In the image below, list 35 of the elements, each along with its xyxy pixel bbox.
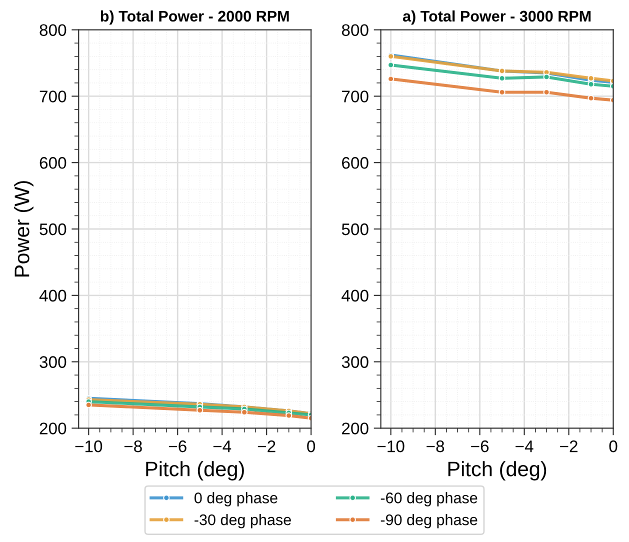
y-tick-label: 500 [342,223,368,236]
y-tick-label: 300 [342,356,368,368]
x-tick-label: −10 [75,440,102,452]
y-tick-label: 400 [342,290,368,302]
legend-label: -30 deg phase [194,514,291,528]
y-tick-label: 600 [40,157,66,169]
chart-title: a) Total Power - 3000 RPM [402,10,591,25]
x-tick-label: −2 [560,440,578,452]
x-axis-title: Pitch (deg) [448,461,546,480]
x-tick-label: −10 [378,440,404,452]
y-tick-label: 500 [40,223,66,236]
x-tick-label: 0 [307,440,316,452]
legend-label: 0 deg phase [194,492,278,506]
x-tick-label: 0 [609,440,618,452]
x-tick-label: −8 [426,440,444,452]
legend-label: -90 deg phase [380,514,478,528]
y-tick-label: 800 [40,24,66,36]
y-tick-label: 200 [40,422,66,434]
x-tick-label: −6 [168,440,186,452]
x-tick-label: −8 [124,440,142,452]
y-tick-label: 800 [342,24,368,36]
legend-label: -60 deg phase [380,492,478,506]
y-tick-label: 400 [39,290,66,302]
y-tick-label: 600 [342,157,368,169]
x-tick-label: −4 [516,440,534,452]
x-tick-label: −4 [213,440,232,452]
x-tick-label: −2 [258,440,276,452]
y-tick-label: 700 [40,90,66,102]
y-tick-label: 700 [342,90,368,102]
y-tick-label: 300 [40,356,66,368]
y-axis-title: Power (W) [14,181,34,276]
x-tick-label: −6 [471,440,489,452]
chart-title: b) Total Power - 2000 RPM [100,10,289,25]
x-axis-title: Pitch (deg) [146,461,244,480]
y-tick-label: 200 [342,422,368,434]
